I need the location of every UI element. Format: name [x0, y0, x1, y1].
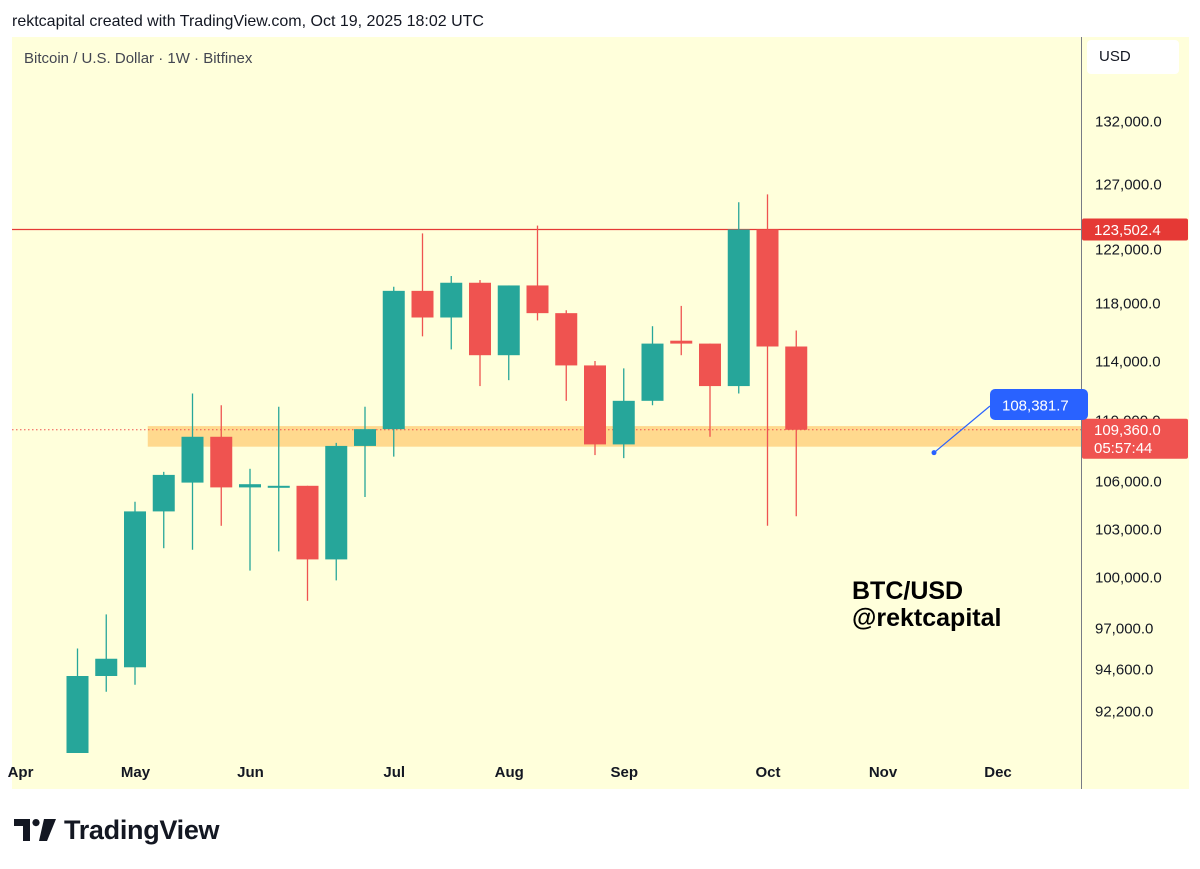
- candle-body: [66, 676, 89, 753]
- watermark: BTC/USD @rektcapital: [852, 578, 1001, 632]
- y-tick-label: 132,000.0: [1095, 114, 1162, 131]
- currency-button[interactable]: USD: [1087, 40, 1179, 74]
- candle-body: [411, 290, 434, 318]
- candle-body: [612, 400, 635, 445]
- y-tick-label: 106,000.0: [1095, 474, 1162, 491]
- x-tick-label: Oct: [755, 764, 780, 781]
- candle[interactable]: [526, 225, 549, 321]
- candle[interactable]: [210, 405, 233, 526]
- candle[interactable]: [411, 233, 434, 337]
- candle-body: [756, 229, 779, 347]
- candle-body: [555, 313, 578, 366]
- candle-body: [267, 485, 290, 488]
- x-tick-label: Jul: [383, 764, 405, 781]
- y-tick-label: 118,000.0: [1095, 296, 1161, 313]
- last-price-tag-bg: [1082, 418, 1188, 459]
- chart-caption: rektcapital created with TradingView.com…: [12, 13, 484, 30]
- candle[interactable]: [124, 501, 146, 685]
- bar-countdown: 05:57:44: [1094, 440, 1152, 457]
- y-tick-label: 92,200.0: [1095, 704, 1153, 721]
- candle[interactable]: [785, 330, 808, 517]
- candle[interactable]: [612, 368, 635, 459]
- y-tick-label: 97,000.0: [1095, 621, 1153, 638]
- x-tick-label: Jun: [237, 764, 264, 781]
- candle[interactable]: [641, 326, 664, 406]
- candle[interactable]: [756, 194, 779, 526]
- candle[interactable]: [699, 343, 721, 437]
- y-tick-label: 103,000.0: [1095, 522, 1162, 539]
- candle-body: [497, 285, 520, 356]
- tradingview-logo-text: TradingView: [64, 814, 220, 845]
- candle-body: [239, 484, 261, 488]
- y-tick-label: 127,000.0: [1095, 177, 1162, 194]
- candle[interactable]: [354, 406, 376, 497]
- alert-price-value: 108,381.7: [1002, 398, 1069, 415]
- candle[interactable]: [66, 648, 89, 754]
- alert-connector: [933, 405, 991, 454]
- candle[interactable]: [296, 485, 319, 601]
- resistance-price-tag-bg: [1082, 218, 1188, 241]
- candle-body: [641, 343, 664, 401]
- y-tick-label: 114,000.0: [1095, 354, 1161, 371]
- candle[interactable]: [497, 285, 520, 381]
- candle[interactable]: [239, 468, 261, 571]
- candle-body: [152, 474, 175, 512]
- candle[interactable]: [440, 276, 463, 350]
- watermark-author: @rektcapital: [852, 604, 1002, 632]
- x-tick-label: Dec: [984, 764, 1012, 781]
- candle[interactable]: [670, 305, 693, 356]
- candle-body: [354, 429, 376, 446]
- last-price-tag[interactable]: 109,360.005:57:44: [1082, 418, 1188, 459]
- symbol-title: Bitcoin / U.S. Dollar · 1W · Bitfinex: [24, 50, 253, 67]
- candle-body: [296, 485, 319, 560]
- watermark-symbol: BTC/USD: [852, 577, 964, 605]
- x-tick-label: Aug: [495, 764, 524, 781]
- y-tick-label: 100,000.0: [1095, 570, 1162, 587]
- candle-body: [210, 436, 233, 488]
- candle-body: [670, 340, 693, 344]
- alert-price-tag[interactable]: 108,381.7: [990, 389, 1088, 420]
- time-axis[interactable]: [12, 753, 1081, 789]
- x-tick-label: Sep: [610, 764, 638, 781]
- candle-body: [469, 282, 491, 356]
- candle-body: [181, 436, 204, 483]
- candle-body: [124, 511, 146, 668]
- candle-body: [526, 285, 549, 314]
- candle[interactable]: [95, 614, 118, 692]
- tradingview-logo[interactable]: TradingView: [14, 812, 220, 848]
- candle-body: [325, 445, 348, 560]
- alert-price-tag-bg: [990, 389, 1088, 420]
- candle[interactable]: [152, 471, 175, 549]
- candle-body: [440, 282, 463, 318]
- resistance-price-value: 123,502.4: [1094, 222, 1161, 239]
- alert-anchor-dot[interactable]: [931, 450, 937, 456]
- candle-body: [785, 346, 808, 430]
- chart-plot-area[interactable]: [12, 37, 1081, 753]
- tradingview-logo-icon: [14, 819, 56, 841]
- y-tick-label: 94,600.0: [1095, 662, 1153, 679]
- candle-body: [699, 343, 721, 387]
- x-tick-label: Apr: [8, 764, 34, 781]
- candle[interactable]: [584, 361, 606, 456]
- candle-body: [382, 290, 405, 430]
- candle[interactable]: [727, 202, 750, 394]
- candle[interactable]: [469, 280, 491, 387]
- candle-body: [584, 365, 606, 445]
- price-axis[interactable]: [1081, 37, 1189, 789]
- candle[interactable]: [325, 442, 348, 581]
- resistance-price-tag[interactable]: 123,502.4: [1082, 218, 1188, 241]
- last-price-value: 109,360.0: [1094, 422, 1161, 439]
- candle-body: [95, 658, 118, 676]
- candle[interactable]: [181, 393, 204, 550]
- candle[interactable]: [555, 310, 578, 401]
- x-tick-label: Nov: [869, 764, 898, 781]
- candle[interactable]: [382, 286, 405, 457]
- candle[interactable]: [267, 406, 290, 552]
- x-tick-label: May: [121, 764, 151, 781]
- y-tick-label: 122,000.0: [1095, 242, 1162, 259]
- candle-body: [727, 229, 750, 387]
